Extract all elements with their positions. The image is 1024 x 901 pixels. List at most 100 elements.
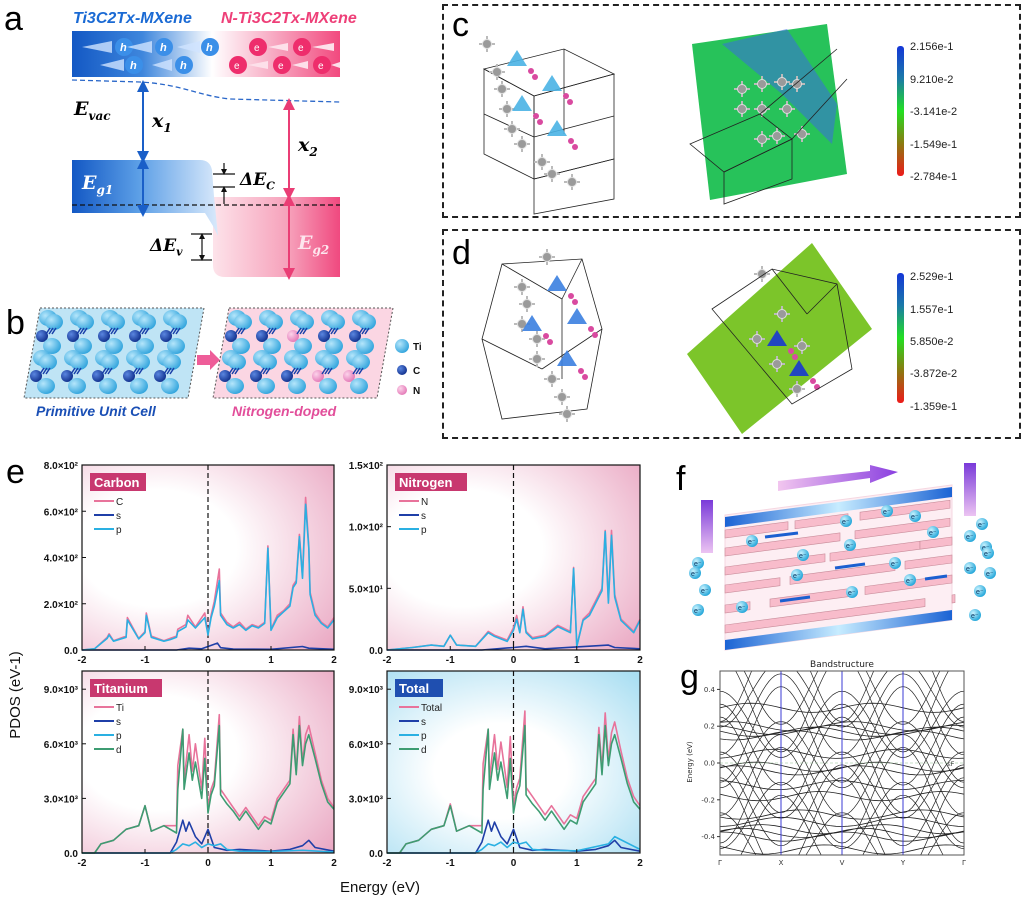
- series-d: [387, 724, 641, 854]
- atom: [517, 139, 527, 149]
- k-point-label: Γ: [718, 859, 722, 867]
- ti-atom: [356, 338, 374, 354]
- mxene-layer: [789, 562, 896, 585]
- pdos-chart-nitrogen: -2 -1 0 1 2 0.0 5.0×10¹ 1.0×10² 1.5×10² Nitrogen N…: [349, 461, 643, 666]
- mxene-title: Ti3C2Tx-MXene: [73, 10, 192, 27]
- ti-atom: [43, 338, 61, 354]
- atom: [797, 341, 807, 351]
- lattice-wireframe: [481, 258, 603, 420]
- n-legend-label: N: [413, 386, 420, 397]
- series-s: [82, 642, 335, 651]
- ti-atom: [290, 354, 308, 370]
- electron-icon: [797, 549, 809, 561]
- panel-label-e: e: [6, 453, 25, 491]
- hole-label: h: [206, 42, 213, 54]
- doped-caption: Nitrogen-doped: [232, 403, 337, 419]
- n-atom: [343, 370, 355, 382]
- panel-label-c: c: [452, 6, 469, 44]
- y-tick-label: 5.0×10¹: [349, 584, 384, 595]
- atom: [772, 359, 782, 369]
- panel-c: 2.156e-1 9.210e-2 -3.141e-2 -1.549e-1 -2…: [479, 24, 957, 215]
- y-tick-label: 1.0×10²: [349, 523, 384, 534]
- y-tick-label: 9.0×10³: [44, 685, 79, 696]
- k-point-label: Γ: [962, 859, 966, 867]
- ti-atom: [327, 314, 345, 330]
- charge-density-molecule: [514, 249, 598, 422]
- x-tick-label: 0: [205, 655, 211, 666]
- hole-icon: [127, 38, 173, 56]
- element-badge-label: Total: [399, 681, 429, 696]
- atom: [792, 79, 802, 89]
- element-badge: [90, 473, 146, 491]
- ti-atom: [169, 314, 187, 330]
- electron-icon: [736, 601, 748, 613]
- legend-label: p: [116, 731, 122, 742]
- electron-icon: [273, 56, 308, 74]
- electron-icon: [964, 530, 976, 542]
- electron-icon: [840, 515, 852, 527]
- c-atom: [256, 330, 268, 342]
- eg2-label: Eg2: [298, 232, 330, 257]
- x-tick-label: 1: [574, 655, 580, 666]
- x-tick-label: 2: [331, 655, 337, 666]
- ti-atom: [358, 314, 376, 330]
- electron-icon: [881, 505, 893, 517]
- atom: [547, 374, 557, 384]
- electron-label: e: [278, 61, 284, 72]
- hole-label: h: [180, 60, 187, 72]
- charge-lobe: [557, 350, 577, 366]
- c-atom: [318, 330, 330, 342]
- panel-label-f: f: [676, 460, 686, 498]
- ti-atom: [257, 378, 275, 394]
- series-s: [82, 819, 335, 854]
- panel-g-bandstructure: Bandstructure Energy (eV) εF Γ X V Y Γ -0.4 -0.…: [686, 660, 966, 867]
- mxene-layer: [724, 598, 926, 634]
- charge-lobe: [547, 275, 567, 291]
- panel-d: 2.529e-1 1.557e-1 5.850e-2 -3.872e-2 -1.…: [481, 243, 957, 434]
- electron-label: e⁻: [842, 519, 850, 526]
- atom: [782, 104, 792, 114]
- band-y-axis-label: Energy (eV): [686, 741, 694, 783]
- c-atom: [123, 370, 135, 382]
- transport-arrow: [764, 531, 799, 539]
- electron-icon: [791, 569, 803, 581]
- evac-label: Evac: [74, 98, 111, 123]
- electron-icon: [746, 535, 758, 547]
- ti-legend-icon: [395, 339, 409, 353]
- series-p: [81, 503, 335, 651]
- charge-lobe: [522, 315, 542, 331]
- c-atom: [225, 330, 237, 342]
- charge-lobe: [542, 75, 562, 91]
- pdos-chart-total: -2 -1 0 1 2 0.0 3.0×10³ 6.0×10³ 9.0×10³ Total Tota…: [349, 670, 643, 869]
- atom: [532, 354, 542, 364]
- atom: [737, 84, 747, 94]
- atom: [497, 84, 507, 94]
- charge-density-molecule: [479, 36, 580, 190]
- series-d: [82, 724, 335, 854]
- panel-e-pdos: PDOS (eV-1) Energy (eV) -2 -1 0 1 2 0.0 2.0×10…: [7, 461, 643, 896]
- electron-label: e⁻: [846, 543, 854, 550]
- y-tick-label: -0.4: [701, 833, 715, 841]
- y-tick-label: 0.4: [704, 686, 716, 694]
- ti-atom: [138, 314, 156, 330]
- slice-molecule: [749, 266, 820, 397]
- electron-icon: [699, 584, 711, 596]
- y-tick-label: 9.0×10³: [349, 685, 384, 696]
- legend-label: Total: [421, 703, 442, 714]
- hole-icon: [177, 38, 219, 56]
- series-s: [387, 819, 641, 854]
- ti-atom: [68, 378, 86, 394]
- electrons: e⁻ e⁻ e⁻ e⁻ e⁻ e⁻ e⁻ e⁻ e⁻ e⁻ e⁻ e⁻ e⁻ e⁻ e⁻ e⁻ e⁻ e⁻ e⁻ e⁻…: [689, 505, 996, 621]
- atom: [752, 334, 762, 344]
- atom: [567, 177, 577, 187]
- electron-label: e⁻: [976, 589, 984, 596]
- ti-atom: [263, 338, 281, 354]
- x2-label: x2: [298, 134, 318, 159]
- x-tick-label: 1: [268, 655, 274, 666]
- y-tick-label: -0.2: [701, 796, 715, 804]
- atom: [502, 104, 512, 114]
- x-tick-label: -2: [383, 655, 392, 666]
- ti-atom: [265, 314, 283, 330]
- ti-atom: [101, 354, 119, 370]
- ti-atom: [325, 338, 343, 354]
